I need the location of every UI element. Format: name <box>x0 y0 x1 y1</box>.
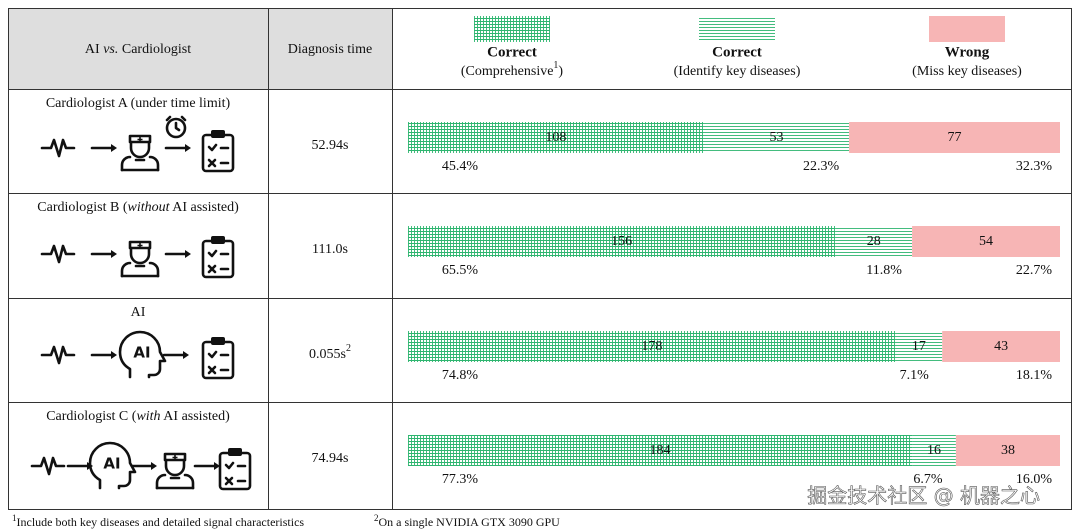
ai-icon-label: AI <box>133 344 150 362</box>
footnote-marker: 1 <box>553 60 558 71</box>
ai-icon-label: AI <box>103 455 120 473</box>
time-value: 52.94s <box>312 138 349 153</box>
row-label-part: with <box>136 409 160 424</box>
legend-detail-text: (Miss key diseases) <box>912 64 1022 79</box>
bar-value: 184 <box>650 443 671 458</box>
bar-segment <box>703 122 850 153</box>
footnote-marker: 1 <box>12 513 17 523</box>
percent-label: 32.3% <box>1016 159 1053 174</box>
table-frame <box>8 8 1072 510</box>
row-label: Cardiologist A (under time limit) <box>46 96 231 111</box>
bar-value: 178 <box>641 339 662 354</box>
bar-value: 156 <box>611 234 632 249</box>
bar-segment <box>408 226 836 257</box>
legend-detail-text: (Identify key diseases) <box>674 64 801 79</box>
footnote-marker: 2 <box>374 513 379 523</box>
footnote: 2On a single NVIDIA GTX 3090 GPU <box>374 513 560 529</box>
bar-segment <box>849 122 1060 153</box>
bar-value: 108 <box>545 130 566 145</box>
icons-row-4 <box>30 441 252 491</box>
percent-label: 11.8% <box>866 263 902 278</box>
row-label-part: AI assisted) <box>170 200 240 215</box>
time-value: 74.94s <box>312 451 349 466</box>
percent-label: 18.1% <box>1016 368 1053 383</box>
footnote-text: Include both key diseases and detailed s… <box>17 515 305 529</box>
legend-detail: (Miss key diseases) <box>912 64 1022 79</box>
percent-label: 77.3% <box>442 472 479 487</box>
bar-value: 28 <box>867 234 881 249</box>
bar-segment <box>895 331 943 362</box>
bar-value: 17 <box>912 339 926 354</box>
bar-segment <box>912 226 1060 257</box>
diagnosis-time: 74.94s <box>312 451 349 466</box>
bar-value: 16 <box>927 443 941 458</box>
bar-segment <box>408 435 913 466</box>
time-value: 111.0s <box>312 242 348 257</box>
row-label: AI <box>131 305 146 320</box>
legend-name: Correct <box>712 44 762 60</box>
bar-segment <box>835 226 913 257</box>
icons-row-2 <box>40 234 235 279</box>
legend-name: Correct <box>487 44 537 60</box>
bar-segment <box>955 435 1060 466</box>
legend-swatch <box>929 16 1005 42</box>
percent-label: 6.7% <box>913 472 943 487</box>
legend-swatch <box>474 16 550 42</box>
time-value: 0.055s <box>309 347 346 362</box>
bar-value: 38 <box>1001 443 1015 458</box>
row-label: Cardiologist C (with AI assisted) <box>46 409 230 424</box>
legend-name: Wrong <box>945 44 990 60</box>
bar-segment <box>912 435 956 466</box>
legend-swatch <box>699 16 775 42</box>
footnote-marker: 2 <box>346 343 351 354</box>
row-label-part: without <box>128 200 171 215</box>
bar-value: 53 <box>769 130 783 145</box>
percent-label: 7.1% <box>900 368 930 383</box>
percent-label: 45.4% <box>442 159 479 174</box>
watermark: 掘金技术社区 @ 机器之心 <box>807 484 1040 508</box>
bar-segment <box>408 122 704 153</box>
percent-label: 22.7% <box>1016 263 1053 278</box>
row-label-part: Cardiologist A (under time limit) <box>46 96 231 111</box>
bar-segment <box>942 331 1060 362</box>
col1-header: AI vs. Cardiologist <box>85 42 191 57</box>
footnote: 1Include both key diseases and detailed … <box>12 513 304 529</box>
legend-detail-end: ) <box>558 64 563 79</box>
row-label-part: Cardiologist B ( <box>37 200 128 215</box>
row-label-part: AI assisted) <box>161 409 231 424</box>
icons-row-1 <box>40 115 235 173</box>
diagnosis-time: 52.94s <box>312 138 349 153</box>
row-label-part: Cardiologist C ( <box>46 409 137 424</box>
diagnosis-time: 111.0s <box>312 242 348 257</box>
bar-value: 43 <box>994 339 1008 354</box>
percent-label: 65.5% <box>442 263 479 278</box>
row-label: Cardiologist B (without AI assisted) <box>37 200 239 215</box>
legend-detail: (Identify key diseases) <box>674 64 801 79</box>
diagnosis-time: 0.055s2 <box>309 343 351 362</box>
legend-detail-text: (Comprehensive <box>461 64 554 79</box>
legend-detail: (Comprehensive1) <box>461 60 564 79</box>
percent-label: 16.0% <box>1016 472 1053 487</box>
bar-value: 77 <box>948 130 962 145</box>
percent-label: 22.3% <box>803 159 840 174</box>
col2-header: Diagnosis time <box>288 42 372 57</box>
bar-segment <box>408 331 896 362</box>
row-label-part: AI <box>131 305 146 320</box>
footnote-text: On a single NVIDIA GTX 3090 GPU <box>379 515 561 529</box>
percent-label: 74.8% <box>442 368 479 383</box>
bar-value: 54 <box>979 234 993 249</box>
